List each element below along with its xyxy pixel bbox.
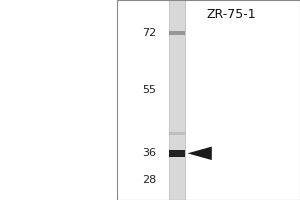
Text: 72: 72 <box>142 28 156 38</box>
Polygon shape <box>188 147 212 160</box>
Bar <box>117 0 300 200</box>
Bar <box>169 31 184 35</box>
Text: 55: 55 <box>142 85 156 95</box>
Text: 28: 28 <box>142 175 156 185</box>
Text: 36: 36 <box>142 148 156 158</box>
Bar <box>169 150 184 157</box>
Bar <box>169 0 184 200</box>
Text: ZR-75-1: ZR-75-1 <box>206 8 256 21</box>
Bar <box>169 132 184 135</box>
